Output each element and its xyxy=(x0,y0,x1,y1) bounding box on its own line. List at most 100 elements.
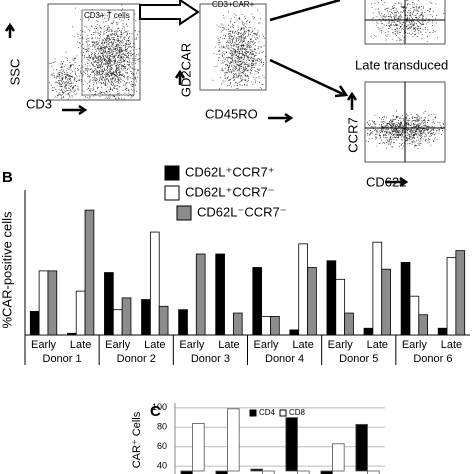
group-label: Donor 2 xyxy=(117,353,156,365)
gate-label: CD3+ T cells xyxy=(84,11,130,20)
bar xyxy=(270,316,280,336)
dots xyxy=(212,9,266,90)
bar xyxy=(66,332,77,336)
axis-label: SSC xyxy=(7,59,22,86)
x-tick-label: Late xyxy=(70,339,91,351)
bar xyxy=(418,314,429,336)
bar xyxy=(307,267,317,336)
bar xyxy=(252,267,263,336)
bar xyxy=(121,297,132,336)
bar xyxy=(261,316,271,336)
legend-label: CD8 xyxy=(289,408,306,417)
bar xyxy=(104,272,114,336)
y-tick-label: 100 xyxy=(152,402,167,412)
bar xyxy=(372,241,383,336)
panel-letter: C xyxy=(150,403,161,420)
y-tick-label: 40 xyxy=(157,461,167,471)
bar xyxy=(320,470,333,474)
bars xyxy=(180,408,380,474)
bar xyxy=(400,262,411,336)
x-tick-label: Late xyxy=(144,339,165,351)
axis-label: GD2CAR xyxy=(178,43,193,97)
bar xyxy=(141,299,151,336)
bar xyxy=(335,278,346,336)
bar xyxy=(158,305,169,336)
axis-label: CD45RO xyxy=(205,106,258,121)
x-tick-label: Early xyxy=(254,339,280,351)
bar xyxy=(192,422,205,472)
dots xyxy=(370,0,444,42)
bar xyxy=(84,209,95,336)
arrows xyxy=(4,0,409,188)
bar xyxy=(455,250,466,336)
bar xyxy=(297,470,310,474)
bar xyxy=(355,423,368,472)
x-tick-label: Late xyxy=(292,339,313,351)
bar xyxy=(38,270,49,336)
legend-label: CD62L⁺CCR7⁻ xyxy=(185,184,275,199)
arrow xyxy=(62,104,88,116)
bar xyxy=(446,256,457,336)
bar xyxy=(326,260,337,336)
legend-swatch xyxy=(279,409,287,417)
x-tick-label: Early xyxy=(179,339,205,351)
x-tick-label: Late xyxy=(218,339,239,351)
x-tick-label: Early xyxy=(402,339,428,351)
bar xyxy=(363,327,374,336)
arrow xyxy=(4,22,16,38)
arrow xyxy=(385,176,409,188)
bar xyxy=(112,309,123,336)
y-axis-label: %CAR-positive cells xyxy=(0,211,14,329)
bar xyxy=(298,243,308,336)
dots xyxy=(49,51,86,100)
legend-label: CD62L⁺CCR7⁺ xyxy=(185,164,275,179)
bar xyxy=(180,470,193,474)
legend-swatch xyxy=(164,185,180,201)
bar xyxy=(367,470,380,474)
dots xyxy=(72,4,140,100)
bar xyxy=(332,443,345,472)
axis-label: CD3 xyxy=(26,96,52,111)
x-tick-label: Early xyxy=(328,339,354,351)
bar xyxy=(232,312,243,336)
plot-title: Late transduced xyxy=(355,57,448,72)
arrow xyxy=(139,0,200,26)
group-label: Donor 5 xyxy=(339,353,378,365)
flow-panels: CD3+ T cells SSC CD3 CD3+CAR+ GD2CAR CD4… xyxy=(4,0,448,189)
panel-letter: B xyxy=(2,169,13,186)
legend-label: CD62L⁻CCR7⁻ xyxy=(197,204,287,219)
legend-swatch xyxy=(164,165,180,181)
x-tick-label: Early xyxy=(31,339,57,351)
bar xyxy=(437,327,448,336)
legend-swatch xyxy=(176,205,192,221)
dots xyxy=(366,110,445,149)
arrow xyxy=(269,0,341,22)
arrow xyxy=(346,91,358,110)
bar xyxy=(47,270,58,336)
x-tick-label: Late xyxy=(367,339,388,351)
bar xyxy=(344,312,354,336)
bar xyxy=(178,309,188,336)
bar xyxy=(149,231,160,336)
arrow xyxy=(269,58,349,98)
y-axis-label: CAR⁺ Cells xyxy=(131,411,143,468)
bar xyxy=(227,408,240,472)
bar xyxy=(215,470,228,474)
group-label: Donor 6 xyxy=(413,353,452,365)
bar xyxy=(409,295,420,336)
group-label: Donor 3 xyxy=(191,353,230,365)
bar xyxy=(75,290,86,336)
bar xyxy=(215,253,225,336)
y-tick-label: 60 xyxy=(157,441,167,451)
gate-label: CD3+CAR+ xyxy=(212,0,255,9)
gate xyxy=(81,9,135,96)
x-tick-label: Late xyxy=(441,339,462,351)
bar xyxy=(29,310,40,336)
y-tick-label: 80 xyxy=(157,422,167,432)
flow-plot xyxy=(47,3,141,101)
flow-plot xyxy=(199,3,267,91)
bar xyxy=(250,468,263,472)
bar xyxy=(381,268,391,336)
arrow xyxy=(268,112,294,124)
